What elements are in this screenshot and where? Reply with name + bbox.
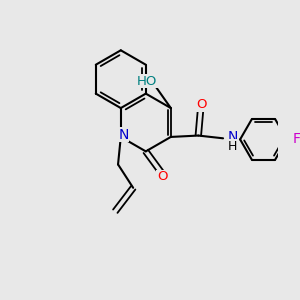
- Text: H: H: [228, 140, 237, 152]
- Text: O: O: [157, 170, 168, 184]
- Text: F: F: [293, 132, 300, 146]
- Text: HO: HO: [137, 75, 157, 88]
- Text: N: N: [228, 130, 238, 144]
- Text: N: N: [118, 128, 129, 142]
- Text: O: O: [196, 98, 206, 111]
